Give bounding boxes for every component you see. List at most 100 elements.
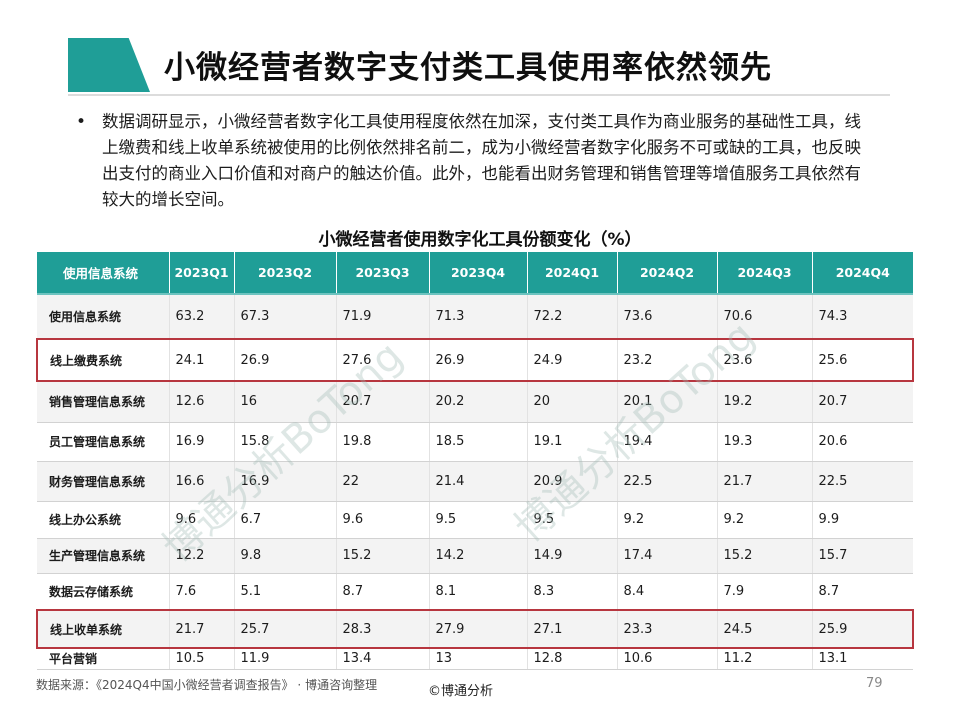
table-header-row: 使用信息系统 2023Q1 2023Q2 2023Q3 2023Q4 2024Q1 2024… [37, 252, 913, 295]
row-label: 销售管理信息系统 [37, 381, 170, 423]
table-row: 线上收单系统 21.7 25.7 28.3 27.9 27.1 23.3 24.5 25.9 [36, 609, 914, 649]
table-cell: 13 [429, 648, 528, 670]
table-cell: 20.1 [617, 381, 718, 423]
table-cell: 20.9 [527, 461, 618, 502]
column-header: 2023Q3 [336, 252, 430, 295]
table-cell: 9.5 [429, 501, 528, 539]
table-cell: 14.2 [429, 538, 528, 574]
row-label: 平台营销 [37, 648, 170, 670]
table-cell: 9.2 [717, 501, 813, 539]
table-cell: 8.3 [527, 573, 618, 611]
table-cell: 24.5 [717, 609, 813, 649]
table-cell: 24.9 [527, 338, 618, 382]
column-header: 2023Q1 [169, 252, 235, 295]
table-cell: 8.7 [812, 573, 913, 611]
table-row: 生产管理信息系统 12.2 9.8 15.2 14.2 14.9 17.4 15.2 15.7 [37, 538, 913, 574]
table-cell: 16.9 [169, 422, 235, 462]
table-row: 数据云存储系统 7.6 5.1 8.7 8.1 8.3 8.4 7.9 8.7 [37, 573, 913, 611]
table-cell: 20.2 [429, 381, 528, 423]
table-cell: 27.9 [429, 609, 528, 649]
column-header: 使用信息系统 [37, 252, 170, 295]
table-cell: 11.9 [234, 648, 337, 670]
table-cell: 25.7 [234, 609, 337, 649]
column-header: 2024Q1 [527, 252, 618, 295]
column-header: 2024Q3 [717, 252, 813, 295]
page-number: 79 [866, 676, 883, 691]
table-cell: 12.6 [169, 381, 235, 423]
table-cell: 7.9 [717, 573, 813, 611]
table-cell: 63.2 [169, 294, 235, 340]
table-cell: 9.6 [169, 501, 235, 539]
title-bar: 小微经营者数字支付类工具使用率依然领先 [68, 38, 890, 96]
table-cell: 19.8 [336, 422, 430, 462]
table-cell: 8.1 [429, 573, 528, 611]
table-cell: 6.7 [234, 501, 337, 539]
table-cell: 26.9 [429, 338, 528, 382]
table-row: 销售管理信息系统 12.6 16 20.7 20.2 20 20.1 19.2 20.7 [37, 381, 913, 423]
table-cell: 21.7 [717, 461, 813, 502]
table-cell: 16 [234, 381, 337, 423]
row-label: 使用信息系统 [37, 294, 170, 340]
summary-text: 数据调研显示，小微经营者数字化工具使用程度依然在加深，支付类工具作为商业服务的基… [102, 112, 861, 209]
table-cell: 70.6 [717, 294, 813, 340]
row-label: 线上缴费系统 [36, 338, 170, 382]
table-cell: 7.6 [169, 573, 235, 611]
table-cell: 28.3 [336, 609, 430, 649]
table-cell: 10.6 [617, 648, 718, 670]
column-header: 2023Q2 [234, 252, 337, 295]
copyright-notice: ©博通分析 [428, 684, 494, 699]
table-cell: 19.2 [717, 381, 813, 423]
row-label: 数据云存储系统 [37, 573, 170, 611]
table-cell: 20 [527, 381, 618, 423]
table-cell: 18.5 [429, 422, 528, 462]
table-cell: 25.6 [812, 338, 914, 382]
row-label: 生产管理信息系统 [37, 538, 170, 574]
table-cell: 12.2 [169, 538, 235, 574]
table-cell: 16.9 [234, 461, 337, 502]
column-header: 2023Q4 [429, 252, 528, 295]
table-row: 使用信息系统 63.2 67.3 71.9 71.3 72.2 73.6 70.6 74.3 [37, 294, 913, 340]
table-cell: 24.1 [169, 338, 235, 382]
table-cell: 25.9 [812, 609, 914, 649]
table-cell: 74.3 [812, 294, 913, 340]
table-cell: 12.8 [527, 648, 618, 670]
table-cell: 15.2 [717, 538, 813, 574]
table-cell: 9.6 [336, 501, 430, 539]
data-table-container: 使用信息系统 2023Q1 2023Q2 2023Q3 2023Q4 2024Q1 2024… [36, 252, 914, 670]
data-table: 使用信息系统 2023Q1 2023Q2 2023Q3 2023Q4 2024Q1 2024… [36, 252, 914, 670]
table-cell: 20.6 [812, 422, 913, 462]
table-cell: 23.2 [617, 338, 718, 382]
table-cell: 23.3 [617, 609, 718, 649]
table-cell: 26.9 [234, 338, 337, 382]
table-body: 使用信息系统 63.2 67.3 71.9 71.3 72.2 73.6 70.6 74.3 线上… [36, 294, 914, 670]
title-accent-shape [68, 38, 150, 92]
summary-paragraph: • 数据调研显示，小微经营者数字化工具使用程度依然在加深，支付类工具作为商业服务… [76, 109, 876, 213]
table-cell: 9.9 [812, 501, 913, 539]
table-cell: 22 [336, 461, 430, 502]
table-cell: 13.4 [336, 648, 430, 670]
bullet-icon: • [76, 112, 87, 132]
table-cell: 21.7 [169, 609, 235, 649]
table-cell: 20.7 [812, 381, 913, 423]
table-row: 员工管理信息系统 16.9 15.8 19.8 18.5 19.1 19.4 19.3 20.6 [37, 422, 913, 462]
data-source-note: 数据来源：《2024Q4中国小微经营者调查报告》 · 博通咨询整理 [36, 678, 378, 692]
table-row: 平台营销 10.5 11.9 13.4 13 12.8 10.6 11.2 13.1 [37, 648, 913, 670]
row-label: 线上收单系统 [36, 609, 170, 649]
table-cell: 20.7 [336, 381, 430, 423]
table-cell: 10.5 [169, 648, 235, 670]
table-cell: 21.4 [429, 461, 528, 502]
row-label: 财务管理信息系统 [37, 461, 170, 502]
table-cell: 19.1 [527, 422, 618, 462]
table-cell: 72.2 [527, 294, 618, 340]
table-cell: 5.1 [234, 573, 337, 611]
table-cell: 71.3 [429, 294, 528, 340]
row-label: 线上办公系统 [37, 501, 170, 539]
page-title: 小微经营者数字支付类工具使用率依然领先 [164, 50, 772, 86]
table-cell: 11.2 [717, 648, 813, 670]
table-cell: 8.4 [617, 573, 718, 611]
table-title: 小微经营者使用数字化工具份额变化（%） [318, 230, 642, 250]
table-cell: 22.5 [617, 461, 718, 502]
table-cell: 15.7 [812, 538, 913, 574]
table-cell: 19.3 [717, 422, 813, 462]
table-cell: 15.8 [234, 422, 337, 462]
